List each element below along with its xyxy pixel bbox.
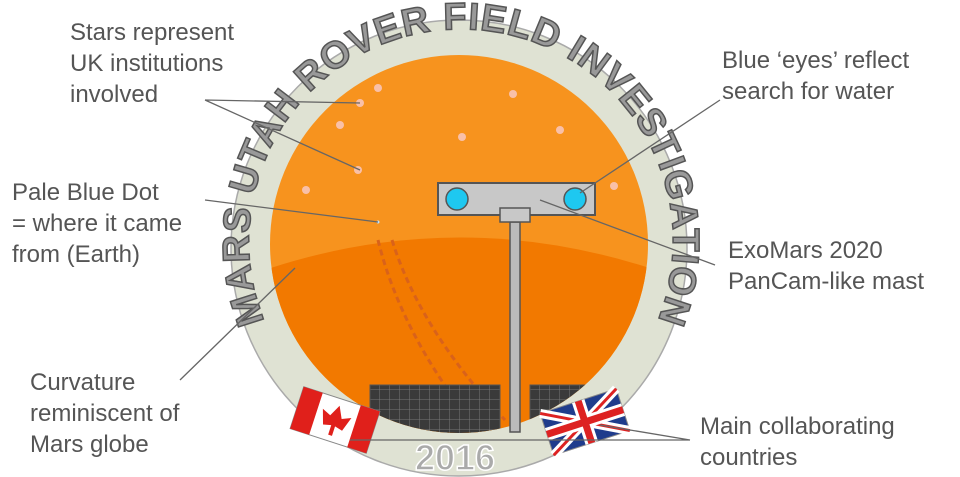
annotation-line: countries (700, 444, 797, 471)
annotations: Stars represent UK institutions involved Pa… (12, 19, 924, 471)
annotation-line: Main collaborating (700, 413, 895, 440)
annotation-line: = where it came (12, 210, 182, 237)
annotation-line: involved (70, 81, 158, 108)
annotation-line: Pale Blue Dot (12, 179, 159, 206)
annotation-line: from (Earth) (12, 241, 140, 268)
annotation-line: PanCam-like mast (728, 268, 924, 295)
annotation-line: Curvature (30, 369, 135, 396)
mars-disc (270, 55, 648, 433)
annotation-line: reminiscent of (30, 400, 180, 427)
annotation-line: Stars represent (70, 19, 234, 46)
mast (437, 182, 596, 433)
annotation-line: Mars globe (30, 431, 149, 458)
flag-canada (289, 386, 381, 454)
annotation-line: Blue ‘eyes’ reflect (722, 47, 910, 74)
annotation-line: UK institutions (70, 50, 223, 77)
annotation-line: ExoMars 2020 (728, 237, 883, 264)
annotation-line: search for water (722, 78, 894, 105)
leader-lines (179, 99, 721, 441)
patch-year: 2016 (415, 437, 495, 477)
